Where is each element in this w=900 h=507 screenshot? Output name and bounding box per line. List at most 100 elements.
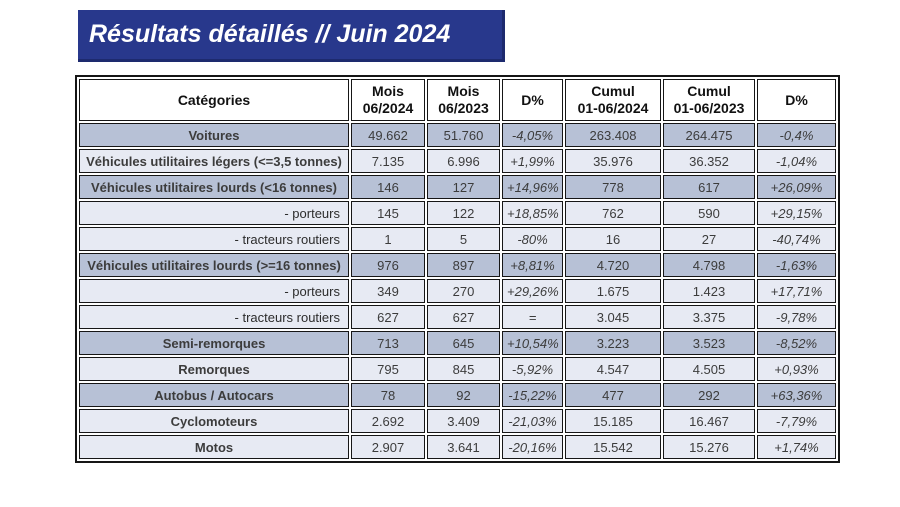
value-cell: 263.408 [565, 123, 661, 147]
table-row: Autobus / Autocars 78 92 -15,22% 477 292 +63,3… [79, 383, 836, 407]
category-cell: Autobus / Autocars [79, 383, 349, 407]
value-cell: 778 [565, 175, 661, 199]
value-cell: 5 [427, 227, 500, 251]
results-table-body: Voitures 49.662 51.760 -4,05% 263.408 264.475… [79, 123, 836, 459]
delta-cell: -0,4% [757, 123, 836, 147]
table-row: Motos 2.907 3.641 -20,16% 15.542 15.276 +1,74% [79, 435, 836, 459]
delta-cell: -1,04% [757, 149, 836, 173]
value-cell: 292 [663, 383, 755, 407]
value-cell: 1.675 [565, 279, 661, 303]
value-cell: 762 [565, 201, 661, 225]
value-cell: 645 [427, 331, 500, 355]
value-cell: 477 [565, 383, 661, 407]
value-cell: 1 [351, 227, 425, 251]
value-cell: 713 [351, 331, 425, 355]
delta-cell: +0,93% [757, 357, 836, 381]
page-title: Résultats détaillés // Juin 2024 [89, 20, 451, 48]
table-row: - tracteurs routiers 627 627 = 3.045 3.375 -9,… [79, 305, 836, 329]
delta-cell: +29,15% [757, 201, 836, 225]
header-label: Mois [372, 83, 404, 99]
value-cell: 976 [351, 253, 425, 277]
value-cell: 4.547 [565, 357, 661, 381]
delta-cell: -4,05% [502, 123, 563, 147]
category-cell: Cyclomoteurs [79, 409, 349, 433]
table-row: - tracteurs routiers 1 5 -80% 16 27 -40,74% [79, 227, 836, 251]
value-cell: 145 [351, 201, 425, 225]
value-cell: 15.276 [663, 435, 755, 459]
delta-cell: +18,85% [502, 201, 563, 225]
delta-cell: +26,09% [757, 175, 836, 199]
delta-cell: -5,92% [502, 357, 563, 381]
value-cell: 36.352 [663, 149, 755, 173]
header-label: Catégories [177, 91, 251, 108]
header-row: Catégories Mois 06/2024 Mois 06/2023 D% … [79, 79, 836, 121]
delta-cell: = [502, 305, 563, 329]
value-cell: 16 [565, 227, 661, 251]
category-cell: Remorques [79, 357, 349, 381]
value-cell: 4.720 [565, 253, 661, 277]
delta-cell: +29,26% [502, 279, 563, 303]
header-label: D% [521, 91, 544, 108]
delta-cell: +1,74% [757, 435, 836, 459]
value-cell: 3.223 [565, 331, 661, 355]
value-cell: 78 [351, 383, 425, 407]
value-cell: 51.760 [427, 123, 500, 147]
header-cumul-2024: Cumul 01-06/2024 [565, 79, 661, 121]
delta-cell: -15,22% [502, 383, 563, 407]
value-cell: 3.375 [663, 305, 755, 329]
category-cell: Motos [79, 435, 349, 459]
value-cell: 3.641 [427, 435, 500, 459]
table-row: Voitures 49.662 51.760 -4,05% 263.408 264.475… [79, 123, 836, 147]
delta-cell: +17,71% [757, 279, 836, 303]
table-row: Véhicules utilitaires lourds (<16 tonnes… [79, 175, 836, 199]
category-cell: Véhicules utilitaires lourds (<16 tonnes… [79, 175, 349, 199]
value-cell: 92 [427, 383, 500, 407]
category-cell: Voitures [79, 123, 349, 147]
category-cell: - tracteurs routiers [79, 227, 349, 251]
value-cell: 4.505 [663, 357, 755, 381]
table-row: Remorques 795 845 -5,92% 4.547 4.505 +0,93% [79, 357, 836, 381]
value-cell: 264.475 [663, 123, 755, 147]
category-cell: - porteurs [79, 201, 349, 225]
header-label: 01-06/2024 [577, 100, 649, 116]
header-delta-cumul: D% [757, 79, 836, 121]
title-banner: Résultats détaillés // Juin 2024 [78, 10, 505, 62]
category-cell: - tracteurs routiers [79, 305, 349, 329]
value-cell: 35.976 [565, 149, 661, 173]
table-row: Semi-remorques 713 645 +10,54% 3.223 3.523 -8,… [79, 331, 836, 355]
header-label: Mois [447, 83, 480, 99]
results-table: Catégories Mois 06/2024 Mois 06/2023 D% … [75, 75, 840, 463]
header-categories: Catégories [79, 79, 349, 121]
delta-cell: +14,96% [502, 175, 563, 199]
value-cell: 122 [427, 201, 500, 225]
header-mois-2024: Mois 06/2024 [351, 79, 425, 121]
header-label: Cumul [591, 83, 635, 99]
delta-cell: -20,16% [502, 435, 563, 459]
value-cell: 7.135 [351, 149, 425, 173]
category-cell: Semi-remorques [79, 331, 349, 355]
value-cell: 15.542 [565, 435, 661, 459]
value-cell: 27 [663, 227, 755, 251]
delta-cell: +10,54% [502, 331, 563, 355]
category-cell: - porteurs [79, 279, 349, 303]
value-cell: 15.185 [565, 409, 661, 433]
value-cell: 127 [427, 175, 500, 199]
category-cell: Véhicules utilitaires légers (<=3,5 tonn… [79, 149, 349, 173]
delta-cell: -9,78% [757, 305, 836, 329]
header-label: 06/2024 [362, 100, 414, 116]
header-label: D% [785, 91, 808, 108]
delta-cell: -1,63% [757, 253, 836, 277]
header-label: 06/2023 [438, 100, 489, 116]
table-row: Cyclomoteurs 2.692 3.409 -21,03% 15.185 16.46… [79, 409, 836, 433]
value-cell: 627 [351, 305, 425, 329]
delta-cell: +1,99% [502, 149, 563, 173]
header-delta-mois: D% [502, 79, 563, 121]
value-cell: 2.692 [351, 409, 425, 433]
table-row: Véhicules utilitaires lourds (>=16 tonne… [79, 253, 836, 277]
header-mois-2023: Mois 06/2023 [427, 79, 500, 121]
table-row: - porteurs 349 270 +29,26% 1.675 1.423 +17,71% [79, 279, 836, 303]
category-cell: Véhicules utilitaires lourds (>=16 tonne… [79, 253, 349, 277]
value-cell: 3.045 [565, 305, 661, 329]
value-cell: 3.409 [427, 409, 500, 433]
